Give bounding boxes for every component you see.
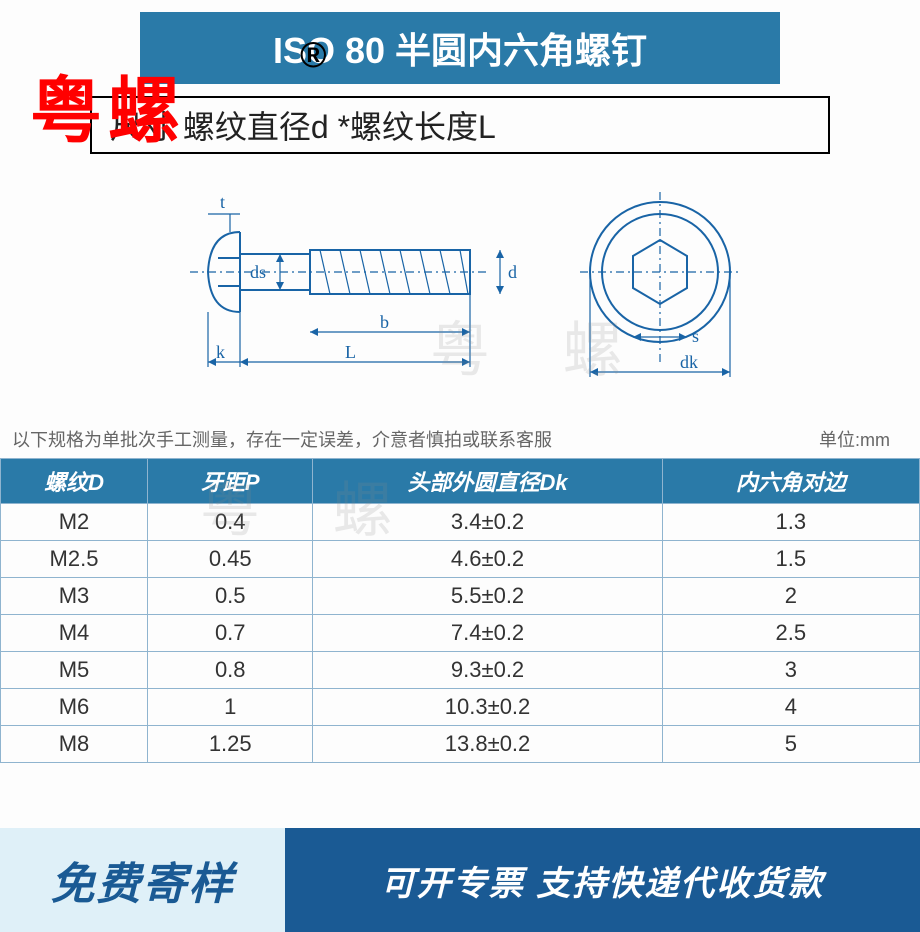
table-row: M81.2513.8±0.25 [1, 726, 920, 763]
note-right: 单位:mm [819, 426, 890, 452]
table-cell: 0.45 [148, 541, 313, 578]
table-cell: 5 [662, 726, 919, 763]
title-bar: ISO 80 半圆内六角螺钉 [140, 12, 780, 84]
table-cell: 3 [662, 652, 919, 689]
col-header: 牙距P [148, 459, 313, 504]
table-cell: M2 [1, 504, 148, 541]
table-cell: 10.3±0.2 [313, 689, 662, 726]
watermark-red: 粤螺 [30, 52, 186, 157]
col-header: 螺纹D [1, 459, 148, 504]
label-s: s [692, 326, 699, 346]
table-cell: 3.4±0.2 [313, 504, 662, 541]
table-cell: M3 [1, 578, 148, 615]
table-cell: 0.8 [148, 652, 313, 689]
table-cell: 1.3 [662, 504, 919, 541]
label-L: L [345, 342, 356, 362]
table-row: M2.50.454.6±0.21.5 [1, 541, 920, 578]
footer-left: 免费寄样 [0, 828, 285, 932]
label-k: k [216, 342, 225, 362]
table-row: M20.43.4±0.21.3 [1, 504, 920, 541]
table-row: M40.77.4±0.22.5 [1, 615, 920, 652]
title-text: ISO 80 半圆内六角螺钉 [273, 30, 647, 71]
table-cell: 13.8±0.2 [313, 726, 662, 763]
table-cell: M6 [1, 689, 148, 726]
table-cell: 4 [662, 689, 919, 726]
footer-right: 可开专票 支持快递代收货款 [285, 828, 920, 932]
note-left: 以下规格为单批次手工测量，存在一定误差，介意者慎拍或联系客服 [12, 426, 552, 452]
table-cell: 1 [148, 689, 313, 726]
label-b: b [380, 312, 389, 332]
table-cell: 0.4 [148, 504, 313, 541]
table-row: M30.55.5±0.22 [1, 578, 920, 615]
footer: 免费寄样 可开专票 支持快递代收货款 [0, 828, 920, 932]
col-header: 头部外圆直径Dk [313, 459, 662, 504]
table-cell: 5.5±0.2 [313, 578, 662, 615]
table-cell: 7.4±0.2 [313, 615, 662, 652]
table-cell: 2.5 [662, 615, 919, 652]
label-dk: dk [680, 352, 698, 372]
col-header: 内六角对边 [662, 459, 919, 504]
table-cell: M8 [1, 726, 148, 763]
diagram-area: 粤 螺 ds d t [0, 162, 920, 422]
table-cell: 0.7 [148, 615, 313, 652]
table-cell: M2.5 [1, 541, 148, 578]
screw-diagram: ds d t b L k s [80, 162, 840, 412]
table-cell: 0.5 [148, 578, 313, 615]
table-cell: 1.5 [662, 541, 919, 578]
registered-mark: ® [300, 34, 327, 76]
label-ds: ds [250, 262, 266, 282]
subtitle-box: 尺寸 螺纹直径d *螺纹长度L [90, 96, 830, 154]
label-d: d [508, 262, 517, 282]
table-cell: M5 [1, 652, 148, 689]
table-cell: 2 [662, 578, 919, 615]
table-row: M6110.3±0.24 [1, 689, 920, 726]
label-t: t [220, 192, 225, 212]
table-row: M50.89.3±0.23 [1, 652, 920, 689]
table-cell: 1.25 [148, 726, 313, 763]
table-cell: 9.3±0.2 [313, 652, 662, 689]
note-row: 以下规格为单批次手工测量，存在一定误差，介意者慎拍或联系客服 单位:mm [0, 422, 920, 458]
table-cell: M4 [1, 615, 148, 652]
table-cell: 4.6±0.2 [313, 541, 662, 578]
spec-table: 螺纹D牙距P头部外圆直径Dk内六角对边 M20.43.4±0.21.3M2.50… [0, 458, 920, 763]
